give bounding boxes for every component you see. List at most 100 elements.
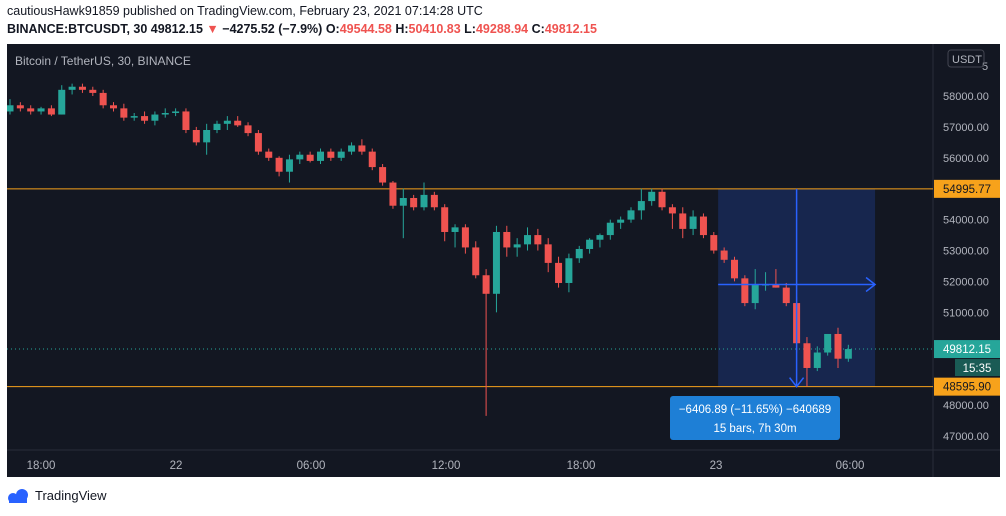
x-tick-label: 06:00 bbox=[297, 460, 326, 472]
candle[interactable] bbox=[658, 191, 666, 208]
candle[interactable] bbox=[617, 219, 625, 223]
candle[interactable] bbox=[710, 235, 718, 251]
candle[interactable] bbox=[803, 343, 811, 368]
candle[interactable] bbox=[89, 89, 97, 93]
candle[interactable] bbox=[306, 154, 314, 161]
candle[interactable] bbox=[513, 244, 521, 248]
candle[interactable] bbox=[410, 197, 418, 208]
candle[interactable] bbox=[534, 235, 542, 245]
candle[interactable] bbox=[813, 352, 821, 368]
chart-area[interactable]: Bitcoin / TetherUS, 30, BINANCE 58000.00 5… bbox=[7, 44, 1000, 477]
candle[interactable] bbox=[689, 216, 697, 229]
candle[interactable] bbox=[586, 239, 594, 249]
candle[interactable] bbox=[265, 151, 273, 158]
close-value: 49812.15 bbox=[544, 22, 597, 36]
candle[interactable] bbox=[223, 120, 231, 124]
candle[interactable] bbox=[110, 105, 117, 109]
countdown-tag bbox=[955, 359, 1000, 377]
candle[interactable] bbox=[824, 333, 832, 353]
candle[interactable] bbox=[772, 284, 780, 288]
candle[interactable] bbox=[420, 194, 428, 208]
candle[interactable] bbox=[327, 151, 335, 158]
candle[interactable] bbox=[37, 108, 45, 112]
candle[interactable] bbox=[492, 231, 500, 294]
candle[interactable] bbox=[348, 145, 356, 152]
candle[interactable] bbox=[16, 105, 24, 109]
currency-badge-label: USDT bbox=[952, 54, 982, 66]
currency-badge[interactable] bbox=[947, 49, 985, 68]
candle[interactable] bbox=[606, 222, 614, 236]
candle[interactable] bbox=[472, 247, 480, 276]
candle[interactable] bbox=[648, 191, 656, 202]
candle[interactable] bbox=[544, 244, 552, 263]
candle[interactable] bbox=[524, 235, 531, 245]
candlestick-chart[interactable]: Bitcoin / TetherUS, 30, BINANCE 58000.00 5… bbox=[7, 44, 1000, 477]
candle[interactable] bbox=[78, 86, 86, 90]
candle[interactable] bbox=[130, 116, 138, 118]
measure-label-line1: −6406.89 (−11.65%) −640689 bbox=[679, 404, 831, 416]
candle[interactable] bbox=[679, 213, 687, 229]
candle[interactable] bbox=[637, 201, 645, 211]
candle[interactable] bbox=[192, 129, 200, 143]
candle[interactable] bbox=[182, 111, 190, 130]
candle[interactable] bbox=[451, 227, 459, 232]
y-tick-label: 52000.00 bbox=[943, 276, 989, 288]
candle[interactable] bbox=[844, 349, 852, 359]
y-tick-label: 47000.00 bbox=[943, 431, 989, 443]
candle[interactable] bbox=[203, 129, 211, 143]
candle[interactable] bbox=[27, 108, 35, 112]
candle[interactable] bbox=[668, 207, 676, 214]
candle[interactable] bbox=[379, 167, 387, 183]
candle[interactable] bbox=[731, 259, 738, 279]
candle[interactable] bbox=[482, 275, 490, 294]
measure-label-line2: 15 bars, 7h 30m bbox=[713, 423, 796, 435]
candle[interactable] bbox=[751, 284, 759, 304]
candle[interactable] bbox=[161, 112, 169, 115]
candle[interactable] bbox=[141, 116, 149, 121]
candle[interactable] bbox=[317, 151, 324, 161]
candle[interactable] bbox=[358, 145, 366, 152]
candle[interactable] bbox=[389, 182, 397, 206]
y-tick-label: 53000.00 bbox=[943, 246, 989, 258]
candle[interactable] bbox=[741, 278, 749, 304]
candle[interactable] bbox=[99, 92, 107, 106]
candle[interactable] bbox=[47, 108, 55, 115]
candle[interactable] bbox=[213, 123, 221, 130]
candle[interactable] bbox=[151, 114, 159, 121]
candle[interactable] bbox=[720, 250, 728, 260]
candle[interactable] bbox=[430, 194, 438, 208]
candle[interactable] bbox=[58, 89, 66, 115]
candle[interactable] bbox=[627, 210, 635, 220]
candle[interactable] bbox=[7, 105, 14, 112]
candle[interactable] bbox=[399, 197, 407, 206]
candle[interactable] bbox=[296, 154, 304, 160]
candle[interactable] bbox=[275, 157, 283, 172]
last-price-label: 49812.15 bbox=[943, 344, 991, 356]
candle[interactable] bbox=[254, 133, 262, 152]
candle[interactable] bbox=[120, 108, 128, 118]
candle[interactable] bbox=[503, 231, 511, 248]
x-tick-label: 12:00 bbox=[432, 460, 461, 472]
candle[interactable] bbox=[699, 216, 707, 236]
level-price-label: 54995.77 bbox=[943, 184, 991, 196]
x-tick-label: 23 bbox=[710, 460, 723, 472]
candle[interactable] bbox=[565, 258, 573, 283]
price-change: −4275.52 (−7.9%) bbox=[222, 22, 323, 36]
candle[interactable] bbox=[172, 111, 180, 113]
x-tick-label: 22 bbox=[170, 460, 183, 472]
level-price-label: 48595.90 bbox=[943, 382, 991, 394]
candle[interactable] bbox=[68, 86, 76, 90]
candle[interactable] bbox=[782, 287, 790, 304]
candle[interactable] bbox=[555, 262, 563, 283]
candle[interactable] bbox=[234, 120, 242, 126]
candle[interactable] bbox=[368, 151, 376, 168]
y-tick-label: 57000.00 bbox=[943, 122, 989, 134]
candle[interactable] bbox=[337, 151, 345, 158]
candle[interactable] bbox=[244, 125, 252, 134]
candle[interactable] bbox=[834, 333, 842, 359]
candle[interactable] bbox=[596, 235, 604, 240]
candle[interactable] bbox=[461, 227, 469, 248]
candle[interactable] bbox=[285, 159, 293, 172]
candle[interactable] bbox=[575, 248, 583, 259]
candle[interactable] bbox=[441, 207, 449, 232]
